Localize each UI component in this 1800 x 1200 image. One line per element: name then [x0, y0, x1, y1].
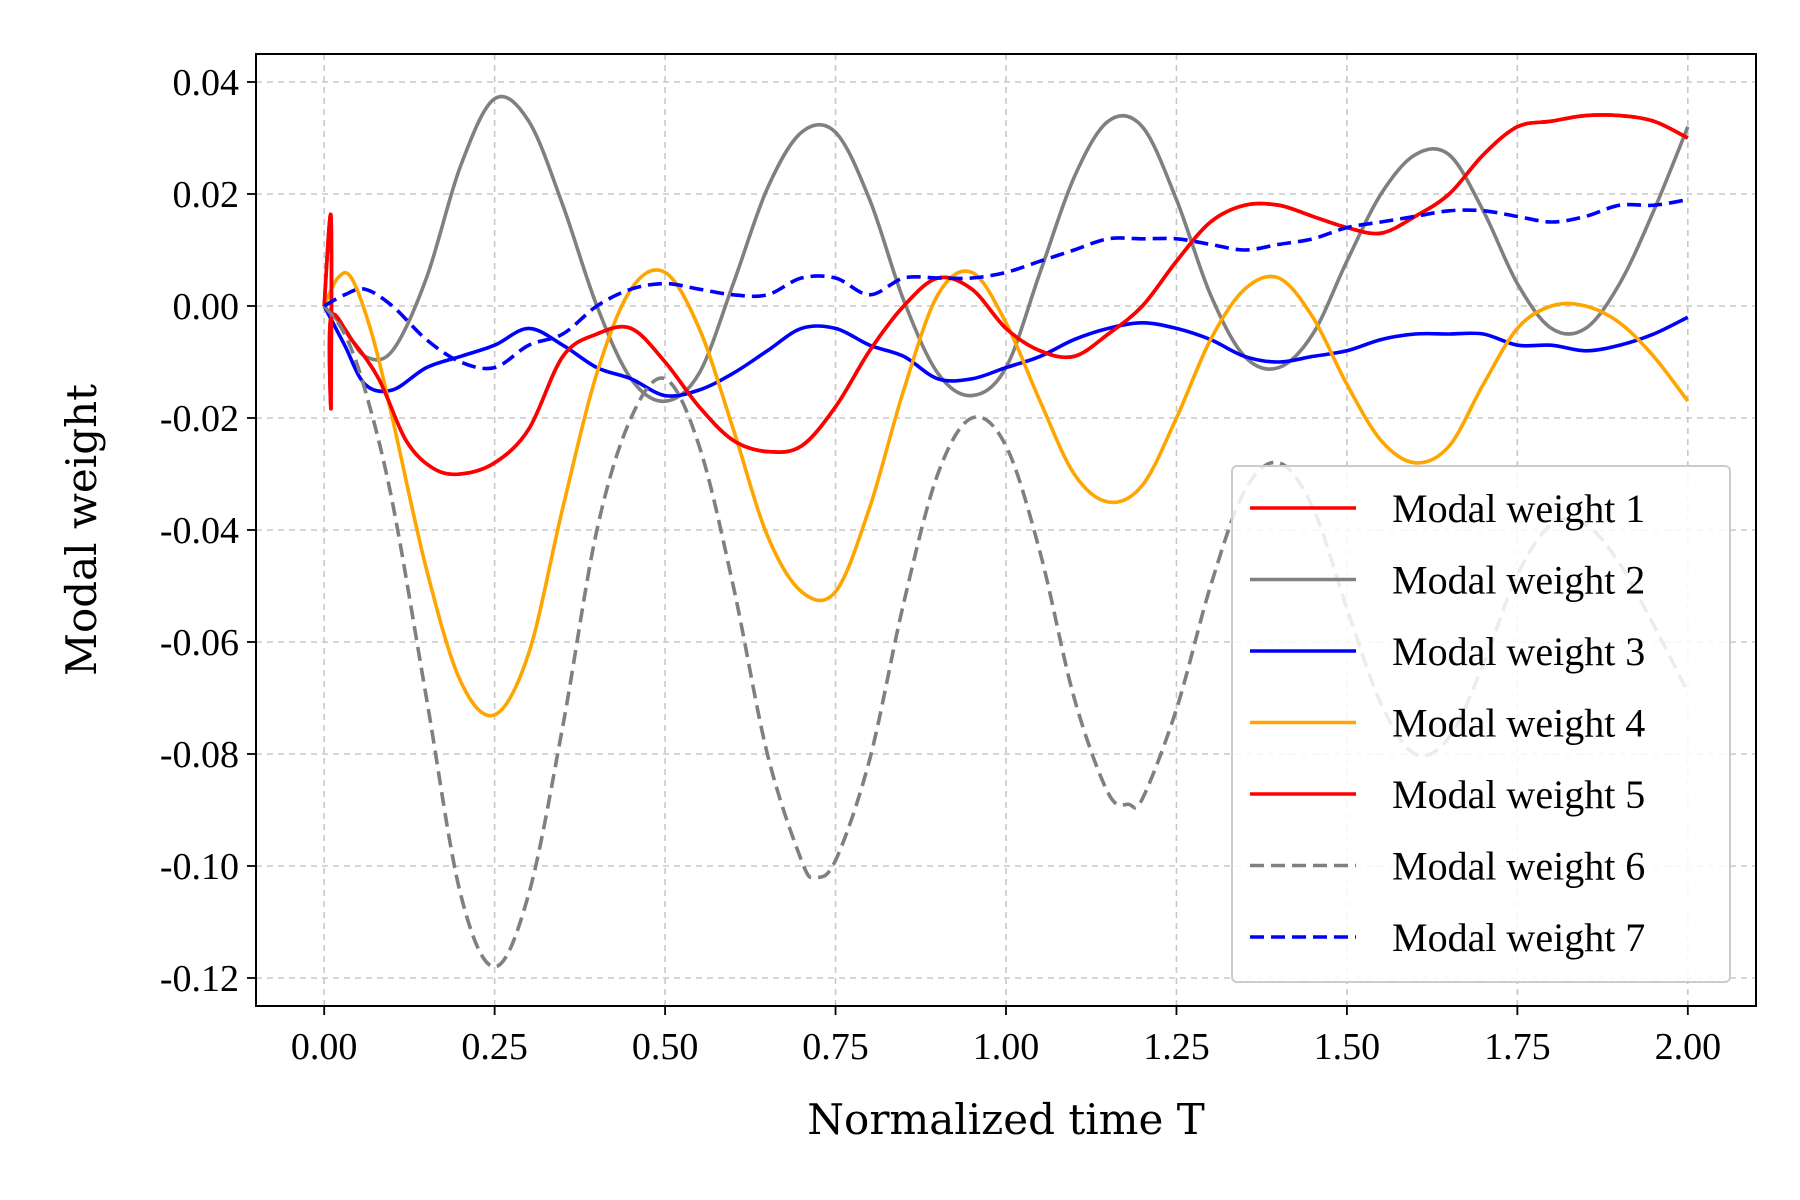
y-axis-ticks: 0.04 0.02 0.00 -0.02 -0.04 -0.06 -0.08 -0.10 -0.… [160, 62, 256, 1000]
y-tick-label: -0.02 [160, 398, 239, 440]
y-axis-title: Modal weight [57, 384, 106, 676]
y-tick-label: -0.08 [160, 734, 239, 776]
series-line-3 [322, 305, 1689, 398]
x-tick-label: 0.00 [291, 1026, 358, 1068]
x-axis-ticks: 0.00 0.25 0.50 0.75 1.00 1.25 1.50 1.75 2.00 [291, 1006, 1721, 1068]
y-tick-label: 0.04 [173, 62, 240, 104]
legend-label: Modal weight 5 [1392, 772, 1645, 817]
y-tick-label: 0.00 [173, 286, 240, 328]
legend-item: Modal weight 6 [1250, 844, 1645, 889]
series-line-5 [322, 113, 1689, 477]
legend-item: Modal weight 2 [1250, 558, 1645, 603]
series-path [322, 113, 1689, 477]
legend: Modal weight 1 Modal weight 2 Modal weight… [1231, 465, 1731, 983]
series-path [323, 197, 1689, 371]
series-path [322, 268, 1690, 718]
series-line-7 [323, 197, 1689, 371]
legend-item: Modal weight 4 [1250, 701, 1645, 746]
series-line-2 [322, 94, 1690, 404]
x-axis-title: Normalized time T [807, 1095, 1204, 1144]
legend-label: Modal weight 1 [1392, 486, 1645, 531]
x-tick-label: 0.25 [461, 1026, 528, 1068]
x-tick-label: 1.75 [1484, 1026, 1551, 1068]
series-path [322, 94, 1690, 404]
y-tick-label: -0.06 [160, 622, 239, 664]
legend-item: Modal weight 7 [1250, 915, 1645, 960]
x-tick-label: 1.00 [973, 1026, 1040, 1068]
y-tick-label: -0.10 [160, 846, 239, 888]
x-tick-label: 0.50 [632, 1026, 699, 1068]
legend-label: Modal weight 6 [1392, 844, 1645, 889]
legend-label: Modal weight 2 [1392, 558, 1645, 603]
legend-item: Modal weight 3 [1250, 629, 1645, 674]
legend-box [1231, 465, 1731, 983]
y-tick-label: 0.02 [173, 174, 240, 216]
legend-item: Modal weight 5 [1250, 772, 1645, 817]
x-tick-label: 2.00 [1655, 1026, 1722, 1068]
legend-label: Modal weight 3 [1392, 629, 1645, 674]
series-lines [322, 94, 1690, 969]
legend-item: Modal weight 1 [1250, 486, 1645, 531]
x-tick-label: 1.50 [1314, 1026, 1381, 1068]
x-tick-label: 0.75 [802, 1026, 869, 1068]
y-tick-label: -0.12 [160, 958, 239, 1000]
grid [256, 54, 1756, 1006]
x-tick-label: 1.25 [1143, 1026, 1210, 1068]
series-path [322, 305, 1689, 398]
legend-label: Modal weight 7 [1392, 915, 1645, 960]
series-line-4 [322, 268, 1690, 718]
legend-label: Modal weight 4 [1392, 701, 1645, 746]
y-tick-label: -0.04 [160, 510, 239, 552]
